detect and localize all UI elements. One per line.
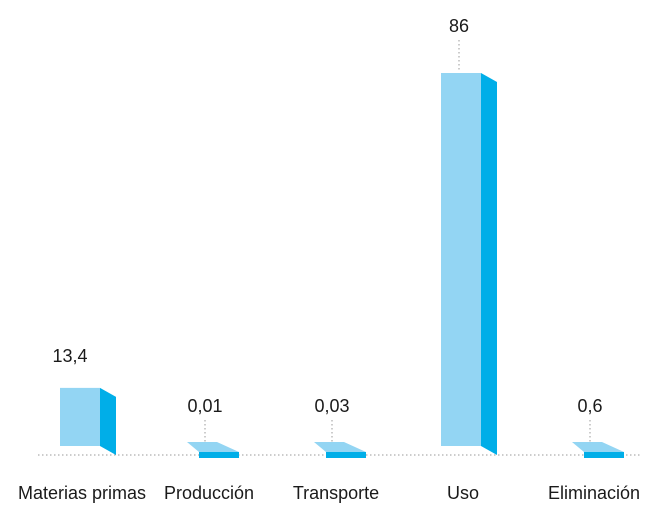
value-label: 86 <box>449 16 469 36</box>
bar-front-face <box>60 387 100 446</box>
category-label: Eliminación <box>548 483 640 503</box>
bar-front-face <box>572 442 624 452</box>
bar-side-face <box>199 452 239 458</box>
bar-3 <box>314 442 366 458</box>
bar-front-face <box>187 442 239 452</box>
value-label: 0,03 <box>314 396 349 416</box>
value-label: 0,6 <box>577 396 602 416</box>
value-label: 0,01 <box>187 396 222 416</box>
bar-5 <box>572 442 624 458</box>
category-label: Materias primas <box>18 483 146 503</box>
category-label: Transporte <box>293 483 379 503</box>
bar-4 <box>441 73 497 455</box>
bar-front-face <box>314 442 366 452</box>
value-label: 13,4 <box>52 346 87 366</box>
bar-side-face <box>100 387 116 455</box>
bars-group <box>60 73 624 458</box>
bar-1 <box>60 387 116 455</box>
bar-2 <box>187 442 239 458</box>
bar-side-face <box>584 452 624 458</box>
labels-group: 13,4 Materias primas 0,01 Producción 0,03 Tra… <box>18 16 640 503</box>
bar-side-face <box>326 452 366 458</box>
bar-front-face <box>441 73 481 446</box>
category-label: Uso <box>447 483 479 503</box>
bar-side-face <box>481 73 497 455</box>
category-label: Producción <box>164 483 254 503</box>
